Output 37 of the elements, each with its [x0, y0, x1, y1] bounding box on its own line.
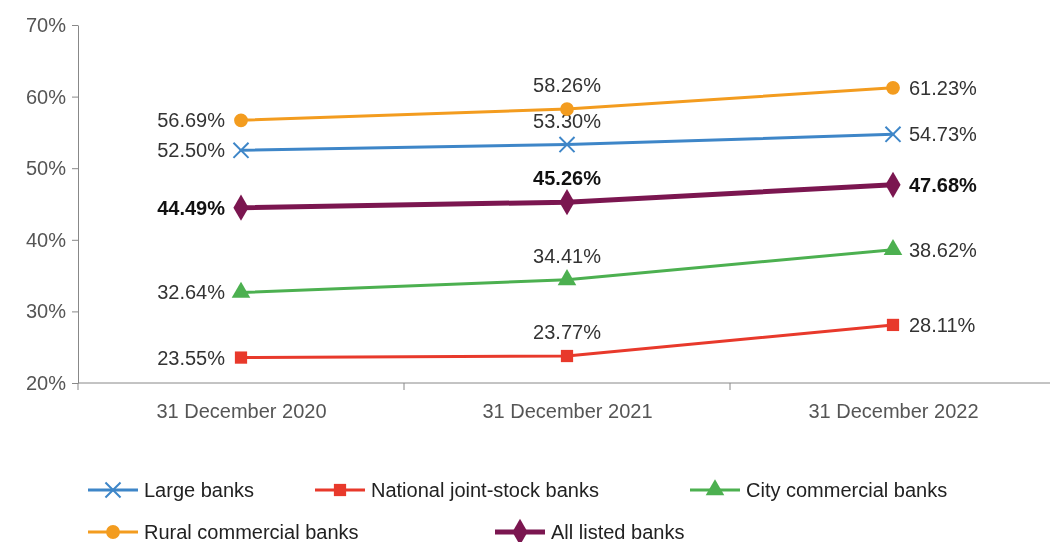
- legend-label: All listed banks: [551, 521, 685, 542]
- data-label: 38.62%: [909, 238, 978, 261]
- y-tick-label: 50%: [25, 157, 67, 180]
- y-tick-label: 60%: [25, 85, 67, 108]
- point: [884, 125, 902, 143]
- data-label: 23.77%: [533, 321, 602, 344]
- data-label: 47.68%: [909, 173, 978, 196]
- point: [232, 141, 250, 159]
- x-tick-label: 31 December 2021: [482, 400, 653, 422]
- y-tick-label: 30%: [25, 300, 67, 323]
- x-tick-label: 31 December 2022: [808, 400, 979, 422]
- point: [886, 318, 900, 332]
- legend-label: National joint-stock banks: [371, 479, 599, 501]
- data-label: 32.64%: [157, 281, 226, 304]
- data-label: 23.55%: [157, 346, 226, 369]
- legend-label: City commercial banks: [746, 479, 948, 501]
- legend-label: Rural commercial banks: [144, 521, 359, 542]
- data-label: 34.41%: [533, 244, 602, 267]
- x-tick-label: 31 December 2020: [156, 400, 327, 422]
- data-label: 28.11%: [909, 313, 976, 336]
- y-tick-label: 40%: [25, 228, 67, 251]
- point: [886, 80, 900, 95]
- point: [234, 351, 248, 364]
- data-label: 52.50%: [157, 139, 226, 162]
- point: [558, 136, 576, 154]
- data-label: 54.73%: [909, 123, 978, 146]
- data-label: 58.26%: [533, 74, 602, 97]
- data-label: 53.30%: [533, 109, 602, 132]
- y-tick-label: 70%: [25, 13, 67, 36]
- point: [560, 349, 574, 363]
- point: [234, 113, 248, 128]
- legend-label: Large banks: [144, 479, 255, 501]
- data-label: 56.69%: [157, 109, 226, 132]
- y-tick-label: 20%: [25, 371, 67, 394]
- data-label: 45.26%: [533, 167, 602, 190]
- data-label: 44.49%: [157, 196, 226, 219]
- data-label: 61.23%: [909, 76, 978, 99]
